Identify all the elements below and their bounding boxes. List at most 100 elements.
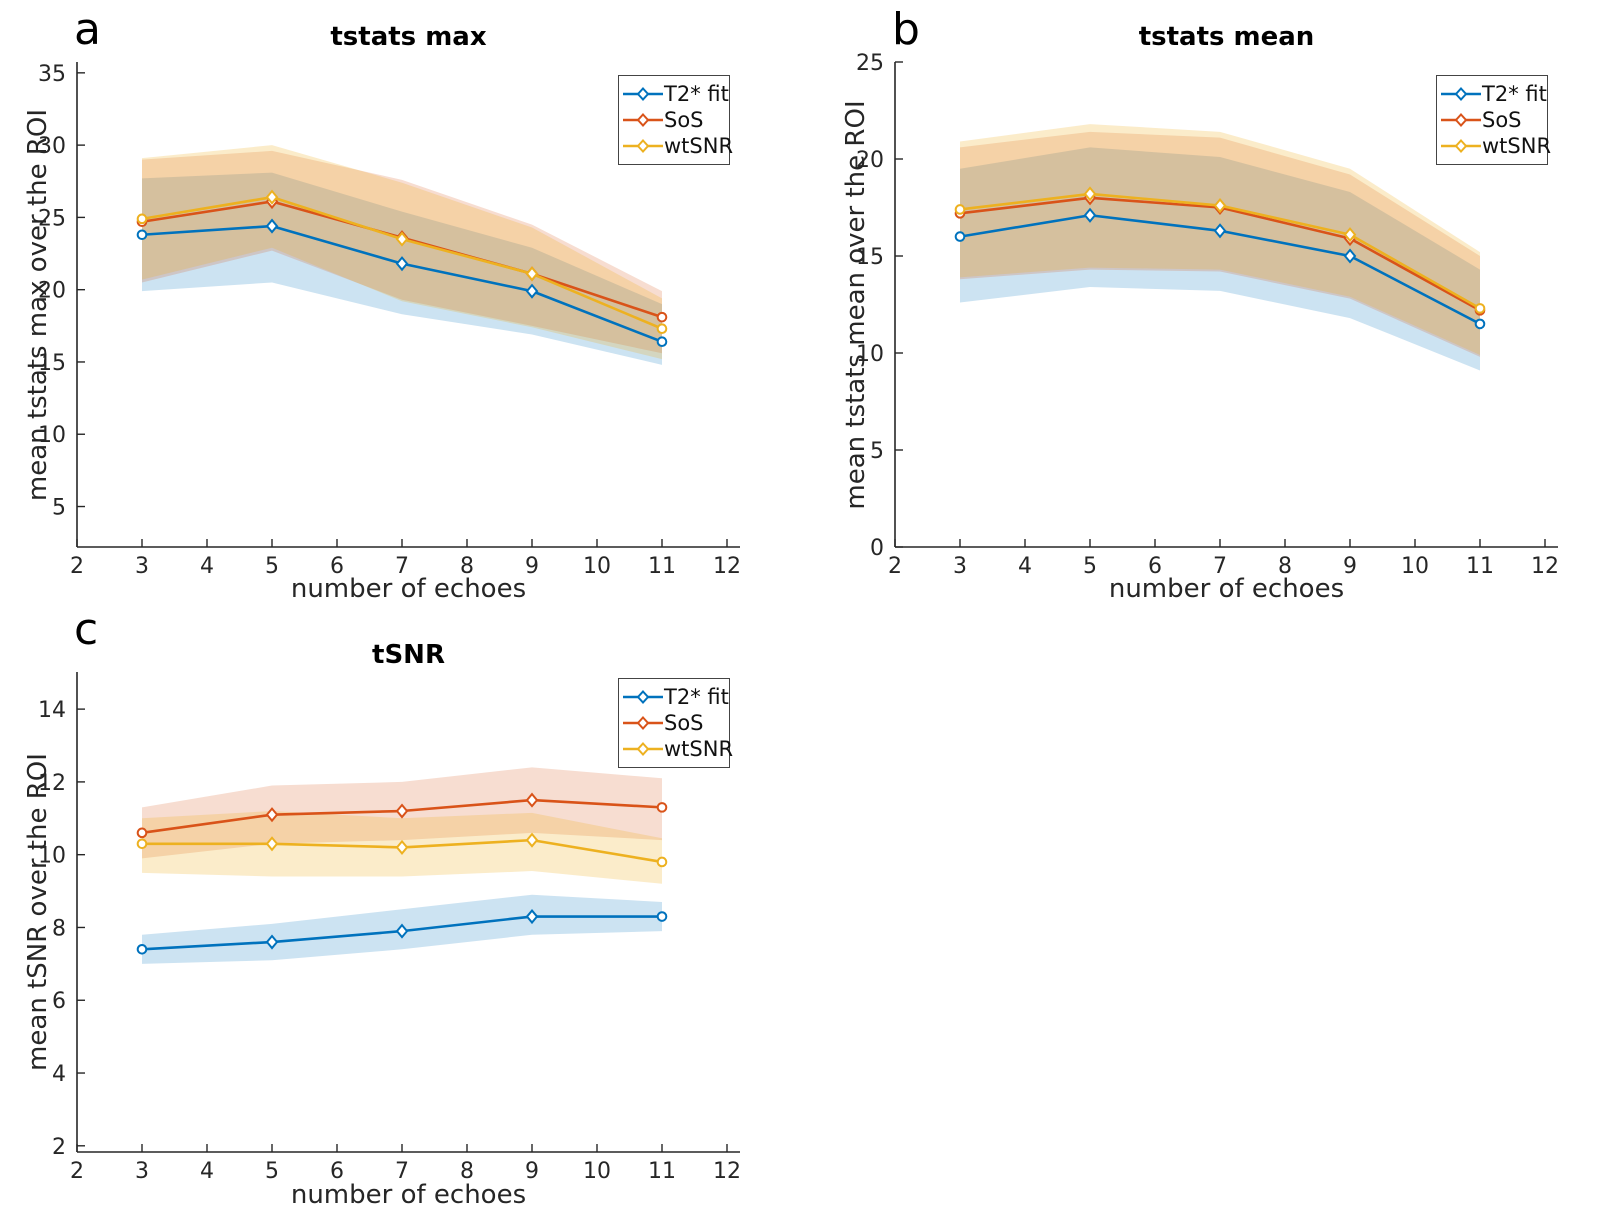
x-tick-label: 4: [200, 554, 214, 579]
data-point-marker: [265, 836, 279, 852]
data-point-marker: [1474, 318, 1486, 330]
x-tick-label: 9: [525, 554, 539, 579]
data-point-marker: [525, 266, 539, 282]
y-tick-label: 5: [52, 496, 66, 521]
x-tick-label: 5: [265, 554, 279, 579]
legend-entry-wtsnr: wtSNR: [1441, 133, 1551, 159]
data-point-marker: [954, 204, 966, 215]
x-tick-label: 2: [888, 554, 902, 579]
y-tick-label: 12: [38, 771, 66, 796]
y-tick-label: 5: [870, 439, 884, 464]
x-tick-label: 8: [460, 1159, 474, 1184]
x-tick-label: 7: [1213, 554, 1227, 579]
legend-label: SoS: [664, 711, 704, 735]
legend: T2* fit SoS wtSNR: [618, 75, 733, 165]
legend-label: SoS: [664, 108, 704, 132]
x-tick-label: 3: [135, 554, 149, 579]
legend-entry-wtsnr: wtSNR: [623, 133, 733, 159]
legend-sample-line-icon: [1441, 113, 1481, 127]
data-point-marker: [1213, 223, 1227, 239]
legend-sample-line-icon: [1441, 87, 1481, 101]
x-tick-label: 11: [648, 1159, 676, 1184]
x-tick-label: 5: [1083, 554, 1097, 579]
x-axis-label: number of echoes: [290, 1180, 527, 1210]
x-tick-label: 2: [70, 554, 84, 579]
data-point-marker: [954, 231, 966, 242]
y-tick-label: 20: [38, 279, 66, 304]
data-point-marker: [136, 213, 148, 225]
legend-label: T2* fit: [1482, 82, 1547, 106]
x-axis-label: number of echoes: [290, 574, 527, 604]
y-tick-label: 0: [870, 536, 884, 561]
x-tick-label: 8: [460, 554, 474, 579]
plot-area-tstats-max: 2 3 4 5 6 7 8 9 10 11 12 5 10 15 20 25 30 35: [38, 62, 741, 579]
x-tick-label: 4: [200, 1159, 214, 1184]
x-tick-label: 6: [1148, 554, 1162, 579]
data-point-marker: [1083, 186, 1097, 202]
y-tick-label: 14: [38, 698, 66, 723]
data-point-marker: [395, 256, 409, 272]
y-tick-label: 30: [38, 134, 66, 159]
legend-entry-t2-fit: T2* fit: [623, 684, 729, 710]
legend-label: wtSNR: [664, 134, 734, 158]
legend-label: T2* fit: [664, 82, 729, 106]
legend-entry-sos: SoS: [623, 710, 726, 736]
y-tick-label: 20: [856, 148, 884, 173]
panel-a: a tstats max 2 3 4 5 6 7 8 9 10 11 12 5 10 15 20 25 30 35…: [0, 0, 810, 604]
y-tick-label: 10: [856, 342, 884, 367]
data-point-marker: [265, 934, 279, 950]
legend-entry-t2-fit: T2* fit: [1441, 81, 1547, 107]
legend-sample-line-icon: [623, 139, 663, 153]
chart-title-tstats-max: tstats max: [330, 22, 487, 52]
data-point-marker: [525, 283, 539, 299]
data-point-marker: [656, 311, 668, 323]
x-tick-label: 10: [1401, 554, 1429, 579]
x-tick-label: 10: [583, 554, 611, 579]
x-tick-label: 9: [525, 1159, 539, 1184]
legend-entry-wtsnr: wtSNR: [623, 736, 733, 762]
x-tick-label: 3: [135, 1159, 149, 1184]
data-point-marker: [1083, 207, 1097, 223]
data-point-marker: [265, 189, 279, 205]
data-point-marker: [656, 802, 668, 813]
x-tick-label: 7: [395, 554, 409, 579]
legend-label: wtSNR: [1482, 134, 1552, 158]
data-point-marker: [136, 944, 148, 955]
chart-title-tsnr: tSNR: [372, 640, 445, 670]
plot-area-tsnr: 2 3 4 5 6 7 8 9 10 11 12 2 4 6 8 10 12 14: [38, 672, 741, 1184]
legend: T2* fit SoS wtSNR: [1436, 75, 1551, 165]
data-point-marker: [656, 336, 668, 348]
data-point-marker: [525, 832, 539, 848]
panel-b: b tstats mean 2 3 4 5 6 7 8 9 10 11 12 0 5 10 15 20 25 n…: [818, 0, 1620, 604]
data-point-marker: [525, 792, 539, 808]
x-tick-label: 9: [1343, 554, 1357, 579]
y-tick-label: 2: [52, 1135, 66, 1160]
legend-sample-line-icon: [623, 87, 663, 101]
chart-title-tstats-mean: tstats mean: [1138, 22, 1315, 52]
data-point-marker: [1213, 197, 1227, 214]
y-tick-label: 15: [38, 351, 66, 376]
y-tick-label: 15: [856, 245, 884, 270]
confidence-band: [960, 124, 1480, 355]
legend-sample-line-icon: [623, 113, 663, 127]
y-tick-label: 8: [52, 916, 66, 941]
x-tick-label: 6: [330, 1159, 344, 1184]
plot-area-tstats-mean: 2 3 4 5 6 7 8 9 10 11 12 0 5 10 15 20 25: [856, 51, 1559, 579]
y-tick-label: 10: [38, 844, 66, 869]
y-tick-label: 10: [38, 423, 66, 448]
x-tick-label: 4: [1018, 554, 1032, 579]
x-tick-label: 2: [70, 1159, 84, 1184]
data-point-marker: [656, 323, 668, 335]
x-tick-label: 5: [265, 1159, 279, 1184]
x-tick-label: 12: [713, 554, 741, 579]
legend-sample-line-icon: [1441, 139, 1481, 153]
data-point-marker: [656, 911, 668, 922]
y-axis-label: mean tstats max over the ROI: [23, 108, 53, 502]
x-axis-label: number of echoes: [1108, 574, 1345, 604]
legend-sample-line-icon: [623, 716, 663, 730]
panel-letter-a: a: [74, 4, 101, 55]
panel-c: c tSNR 2 3 4 5 6 7 8 9 10 11 12 2 4 6 8 10 12 14 number o…: [0, 600, 810, 1212]
legend-label: T2* fit: [664, 685, 729, 709]
y-tick-label: 25: [856, 51, 884, 76]
